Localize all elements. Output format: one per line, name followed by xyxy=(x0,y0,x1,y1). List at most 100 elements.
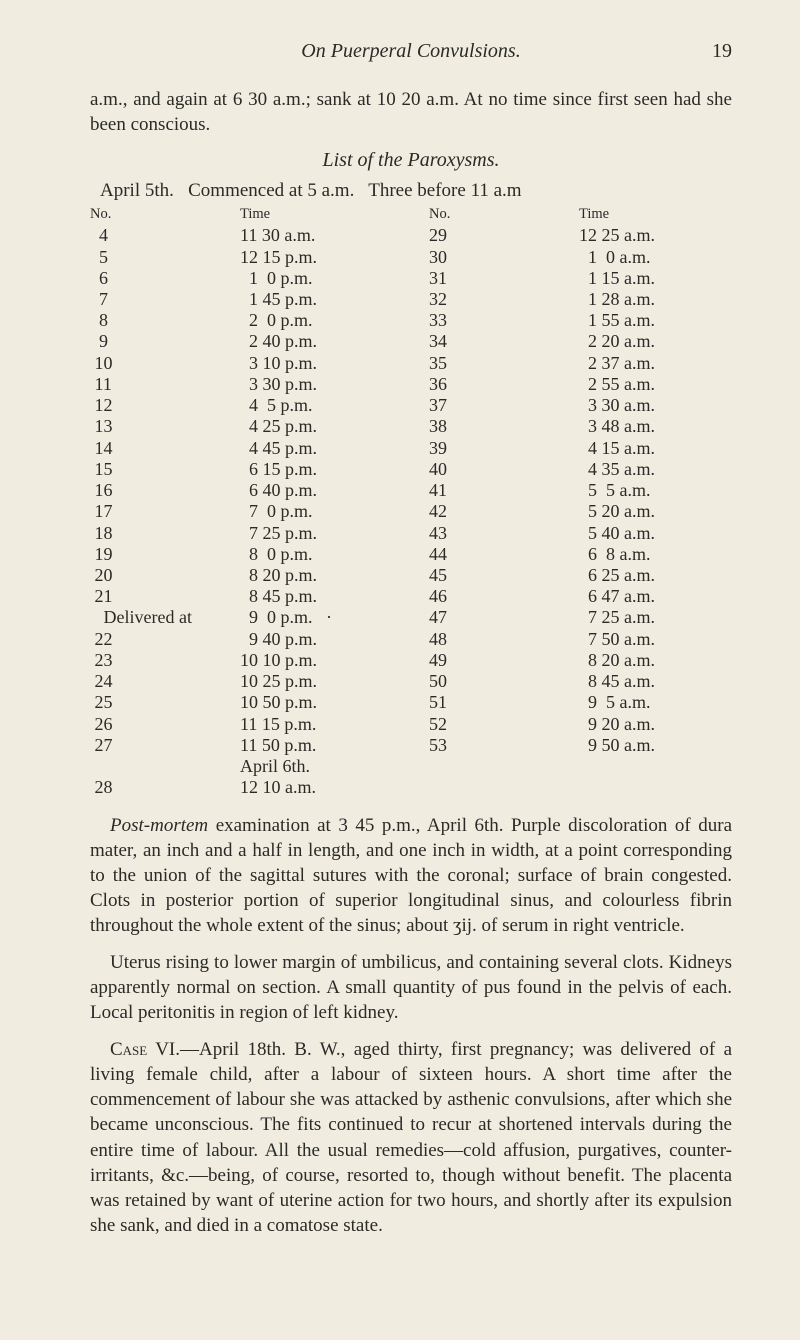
row-time: 5 5 a.m. xyxy=(579,480,732,501)
row-time: 1 45 p.m. xyxy=(240,289,393,310)
col-head-time: Time xyxy=(240,206,393,223)
row-time: 4 5 p.m. xyxy=(240,395,393,416)
row-no: 16 xyxy=(90,480,240,501)
row-time: 8 0 p.m. xyxy=(240,544,393,565)
table-row: 34 2 20 a.m. xyxy=(429,331,732,352)
row-time: 6 15 p.m. xyxy=(240,459,393,480)
table-row: 45 6 25 a.m. xyxy=(429,565,732,586)
table-row: 48 7 50 a.m. xyxy=(429,629,732,650)
table-row: 13 4 25 p.m. xyxy=(90,416,393,437)
row-no: 19 xyxy=(90,544,240,565)
row-no: 7 xyxy=(90,289,240,310)
row-time: 8 45 p.m. xyxy=(240,586,393,607)
row-no: 24 xyxy=(90,671,240,692)
row-time: 6 8 a.m. xyxy=(579,544,732,565)
row-time: 12 10 a.m. xyxy=(240,777,393,798)
row-no: 38 xyxy=(429,416,579,437)
row-no: 5 xyxy=(90,247,240,268)
row-time: 10 25 p.m. xyxy=(240,671,393,692)
col-head-no: No. xyxy=(90,206,240,223)
row-time: 6 25 a.m. xyxy=(579,565,732,586)
row-time: 2 40 p.m. xyxy=(240,331,393,352)
row-time: 12 15 p.m. xyxy=(240,247,393,268)
table-row: 6 1 0 p.m. xyxy=(90,268,393,289)
table-row: 512 15 p.m. xyxy=(90,247,393,268)
col-head-row: No. Time xyxy=(429,206,732,223)
row-no: 34 xyxy=(429,331,579,352)
row-no: 51 xyxy=(429,692,579,713)
row-time: 4 35 a.m. xyxy=(579,459,732,480)
postmortem-paragraph: Post-mortem examination at 3 45 p.m., Ap… xyxy=(90,813,732,938)
row-no: 52 xyxy=(429,714,579,735)
row-time: 9 0 p.m. · xyxy=(240,607,393,628)
row-no: 17 xyxy=(90,501,240,522)
table-row: 15 6 15 p.m. xyxy=(90,459,393,480)
row-time: 7 50 a.m. xyxy=(579,629,732,650)
row-time: 9 5 a.m. xyxy=(579,692,732,713)
row-no: 41 xyxy=(429,480,579,501)
table-row: 39 4 15 a.m. xyxy=(429,438,732,459)
row-no: 53 xyxy=(429,735,579,756)
row-no xyxy=(90,756,240,777)
row-no: 10 xyxy=(90,353,240,374)
row-no: 22 xyxy=(90,629,240,650)
row-no: 6 xyxy=(90,268,240,289)
table-row: 2711 50 p.m. xyxy=(90,735,393,756)
table-row: 2410 25 p.m. xyxy=(90,671,393,692)
table-heading: April 5th. Commenced at 5 a.m. Three bef… xyxy=(100,180,732,202)
table-row: 53 9 50 a.m. xyxy=(429,735,732,756)
intro-paragraph: a.m., and again at 6 30 a.m.; sank at 10… xyxy=(90,87,732,137)
row-no: 48 xyxy=(429,629,579,650)
table-row: 16 6 40 p.m. xyxy=(90,480,393,501)
table-row: 17 7 0 p.m. xyxy=(90,501,393,522)
page-number: 19 xyxy=(696,40,732,63)
row-time: 1 55 a.m. xyxy=(579,310,732,331)
row-no: 12 xyxy=(90,395,240,416)
row-time: 7 25 p.m. xyxy=(240,523,393,544)
uterus-paragraph: Uterus rising to lower margin of umbilic… xyxy=(90,950,732,1025)
row-no: 37 xyxy=(429,395,579,416)
row-no: 33 xyxy=(429,310,579,331)
row-time: 8 20 a.m. xyxy=(579,650,732,671)
row-no: Delivered at xyxy=(90,607,240,628)
row-time: 3 10 p.m. xyxy=(240,353,393,374)
row-time: 11 15 p.m. xyxy=(240,714,393,735)
table-row: 40 4 35 a.m. xyxy=(429,459,732,480)
table-row: 12 4 5 p.m. xyxy=(90,395,393,416)
table-row: 2310 10 p.m. xyxy=(90,650,393,671)
table-row: 52 9 20 a.m. xyxy=(429,714,732,735)
row-no: 32 xyxy=(429,289,579,310)
row-time: 8 45 a.m. xyxy=(579,671,732,692)
row-no: 50 xyxy=(429,671,579,692)
table-row: 36 2 55 a.m. xyxy=(429,374,732,395)
running-title: On Puerperal Convulsions. xyxy=(126,40,696,63)
row-time: 2 0 p.m. xyxy=(240,310,393,331)
row-no: 39 xyxy=(429,438,579,459)
table-row: 2812 10 a.m. xyxy=(90,777,393,798)
row-time: 9 50 a.m. xyxy=(579,735,732,756)
table-row: April 6th. xyxy=(90,756,393,777)
table-row: 33 1 55 a.m. xyxy=(429,310,732,331)
table-row: 2611 15 p.m. xyxy=(90,714,393,735)
row-no: 35 xyxy=(429,353,579,374)
row-no: 20 xyxy=(90,565,240,586)
table-row: 22 9 40 p.m. xyxy=(90,629,393,650)
list-caption: List of the Paroxysms. xyxy=(90,149,732,172)
table-row: 41 5 5 a.m. xyxy=(429,480,732,501)
row-no: 43 xyxy=(429,523,579,544)
row-no: 30 xyxy=(429,247,579,268)
table-row: 411 30 a.m. xyxy=(90,225,393,246)
row-time: 10 50 p.m. xyxy=(240,692,393,713)
row-time: 5 40 a.m. xyxy=(579,523,732,544)
row-no: 8 xyxy=(90,310,240,331)
table-row: 19 8 0 p.m. xyxy=(90,544,393,565)
table-row: 2912 25 a.m. xyxy=(429,225,732,246)
table-row: 51 9 5 a.m. xyxy=(429,692,732,713)
row-no: 45 xyxy=(429,565,579,586)
row-no: 11 xyxy=(90,374,240,395)
row-time: 4 45 p.m. xyxy=(240,438,393,459)
row-time: 3 30 a.m. xyxy=(579,395,732,416)
case-paragraph: Case VI.—April 18th. B. W., aged thirty,… xyxy=(90,1037,732,1238)
row-no: 47 xyxy=(429,607,579,628)
table-row: 18 7 25 p.m. xyxy=(90,523,393,544)
